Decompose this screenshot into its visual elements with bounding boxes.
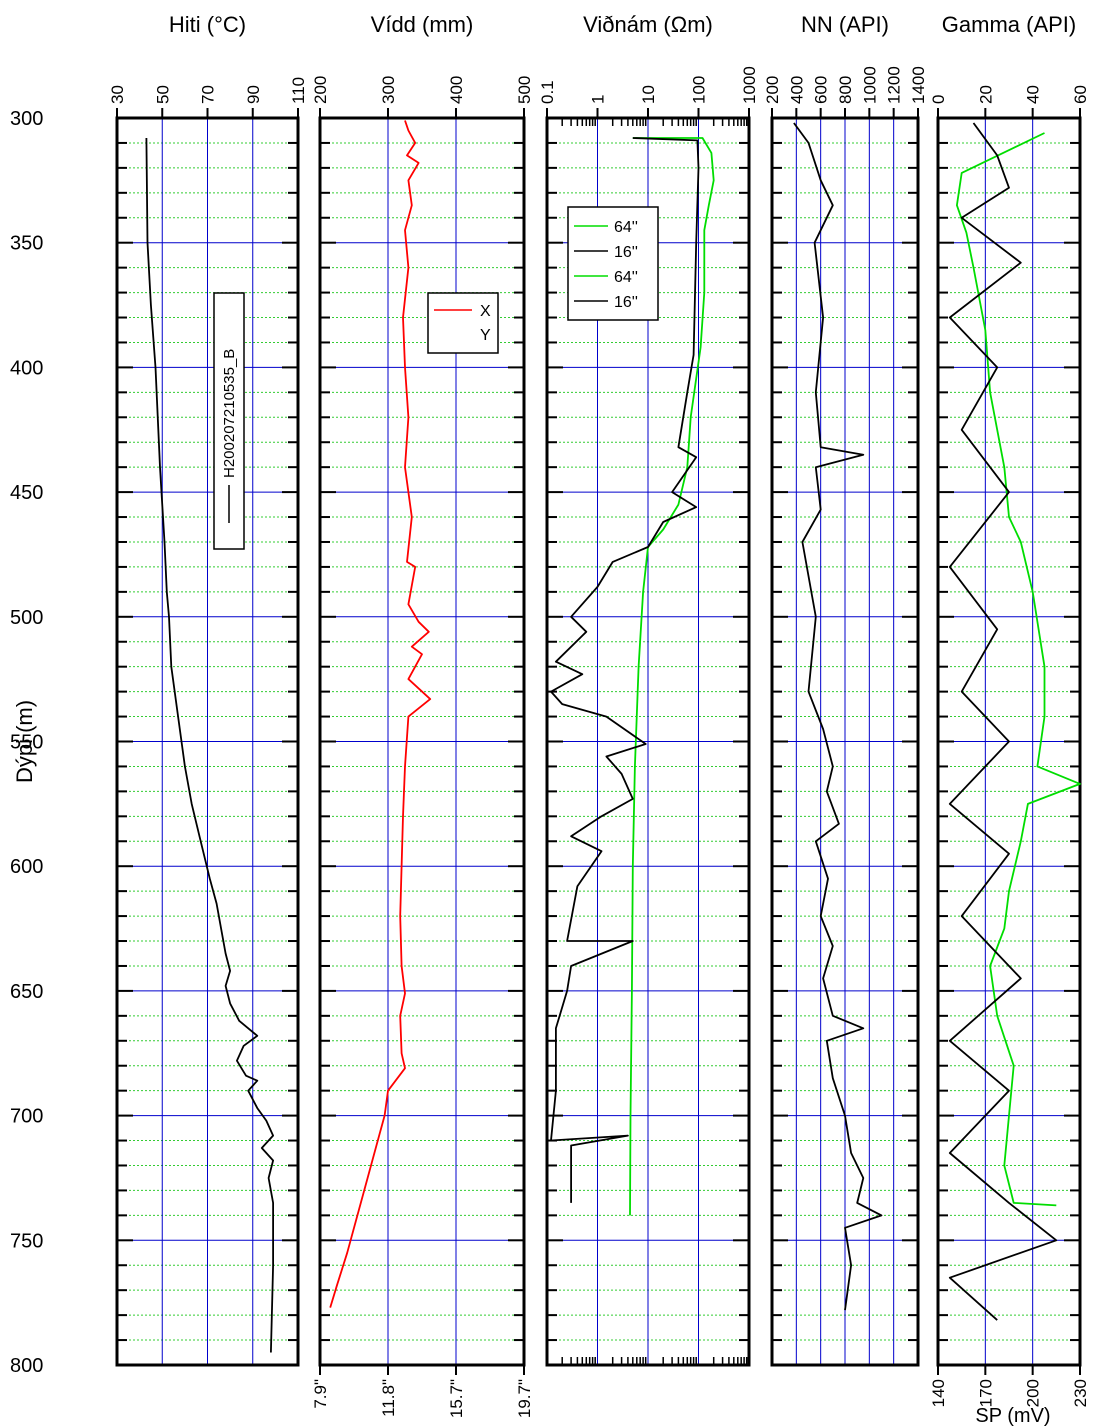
x-tick-label: 400 xyxy=(447,76,466,104)
track-frame xyxy=(318,116,526,1367)
x-tick-label: 90 xyxy=(244,85,263,104)
track-2: Viðnám (Ωm) 0.1 1 10 100 1000 xyxy=(538,12,759,1367)
bottom-tick-label: 11.8" xyxy=(379,1379,398,1417)
x-tick-label: 40 xyxy=(1024,85,1043,104)
track-title: Vídd (mm) xyxy=(371,12,474,37)
track-frame xyxy=(115,116,300,1367)
x-tick-label: 110 xyxy=(289,77,308,104)
track-frame xyxy=(770,116,920,1367)
track-frame xyxy=(545,116,751,1367)
legend-box xyxy=(427,292,499,354)
track-title: Viðnám (Ωm) xyxy=(583,12,713,37)
legend-label: Y xyxy=(480,327,491,344)
depth-tick-label: 750 xyxy=(10,1230,43,1252)
legend-resistivity: 64'' 16'' 64'' 16'' xyxy=(567,206,659,321)
series-line-0 xyxy=(793,122,883,1311)
series-line-0 xyxy=(956,132,1081,1207)
bottom-tick-label: 170 xyxy=(976,1379,995,1407)
bottom-tick-label: 200 xyxy=(1024,1379,1043,1407)
legend-temperature: H200207210535_B xyxy=(213,292,245,550)
x-tick-label: 60 xyxy=(1071,85,1090,104)
depth-tick-label: 550 xyxy=(10,732,43,754)
legend-box xyxy=(567,206,659,321)
x-tick-label: 600 xyxy=(812,76,831,104)
legend-label: 64'' xyxy=(614,269,638,286)
series-line-1 xyxy=(550,137,700,1203)
x-tick-label: 0.1 xyxy=(538,80,557,104)
x-tick-label: 800 xyxy=(836,76,855,104)
x-tick-label: 500 xyxy=(515,76,534,104)
depth-axis: 300 350 400 450 500 550 600 650 700 750 800 Dýpi (m… xyxy=(10,108,43,1377)
x-tick-label: 50 xyxy=(153,85,172,104)
bottom-axis-label: SP (mV) xyxy=(975,1405,1050,1427)
track-1: Vídd (mm) 200 300 400 500 7.9" 11.8" 15.7" 19.7" xyxy=(311,12,534,1418)
depth-tick-label: 800 xyxy=(10,1355,43,1377)
bottom-tick-label: 19.7" xyxy=(515,1379,534,1418)
x-tick-label: 1000 xyxy=(740,66,759,104)
bottom-tick-label: 230 xyxy=(1071,1379,1090,1407)
x-tick-label: 400 xyxy=(787,76,806,104)
depth-tick-label: 600 xyxy=(10,856,43,878)
series-line-1 xyxy=(948,122,1058,1321)
x-tick-label: 300 xyxy=(379,76,398,104)
legend-label: 64'' xyxy=(614,219,638,236)
track-frame xyxy=(936,116,1082,1367)
legend-caliper: XY xyxy=(427,292,499,354)
track-title: NN (API) xyxy=(801,12,889,37)
depth-tick-label: 300 xyxy=(10,108,43,130)
bottom-tick-label: 7.9" xyxy=(311,1379,330,1409)
x-tick-label: 200 xyxy=(763,76,782,104)
x-tick-label: 10 xyxy=(639,85,658,104)
x-tick-label: 70 xyxy=(199,85,218,104)
depth-axis-label: Dýpi (m) xyxy=(12,700,37,783)
x-tick-label: 20 xyxy=(976,85,995,104)
x-tick-label: 30 xyxy=(108,85,127,104)
x-tick-label: 200 xyxy=(311,76,330,104)
track-3: NN (API) 200 400 600 800 1000 1200 1400 xyxy=(763,12,928,1367)
x-tick-label: 100 xyxy=(690,76,709,104)
depth-tick-label: 700 xyxy=(10,1106,43,1128)
depth-tick-label: 650 xyxy=(10,981,43,1003)
bottom-tick-label: 15.7" xyxy=(447,1379,466,1418)
series-line-0 xyxy=(145,137,274,1353)
legend-label: H200207210535_B xyxy=(221,349,238,478)
legend-label: 16'' xyxy=(614,244,638,261)
depth-tick-label: 450 xyxy=(10,482,43,504)
x-tick-label: 1 xyxy=(589,95,608,104)
track-4: Gamma (API) 0 20 40 60 140 170 200 230 SP (mV) xyxy=(929,12,1090,1427)
depth-tick-label: 350 xyxy=(10,233,43,255)
legend-label: X xyxy=(480,303,491,320)
x-tick-label: 1400 xyxy=(909,66,928,104)
series-line-0 xyxy=(329,120,432,1308)
depth-tick-label: 500 xyxy=(10,607,43,629)
depth-tick-label: 400 xyxy=(10,357,43,379)
track-0: Hiti (°C) 30 50 70 90 110 xyxy=(108,12,308,1367)
legend-label: 16'' xyxy=(614,294,638,311)
x-tick-label: 1000 xyxy=(860,66,879,104)
series-line-0 xyxy=(629,137,715,1216)
bottom-tick-label: 140 xyxy=(929,1379,948,1407)
track-title: Hiti (°C) xyxy=(169,12,246,37)
x-tick-label: 1200 xyxy=(885,66,904,104)
x-tick-label: 0 xyxy=(929,95,948,104)
track-title: Gamma (API) xyxy=(942,12,1076,37)
